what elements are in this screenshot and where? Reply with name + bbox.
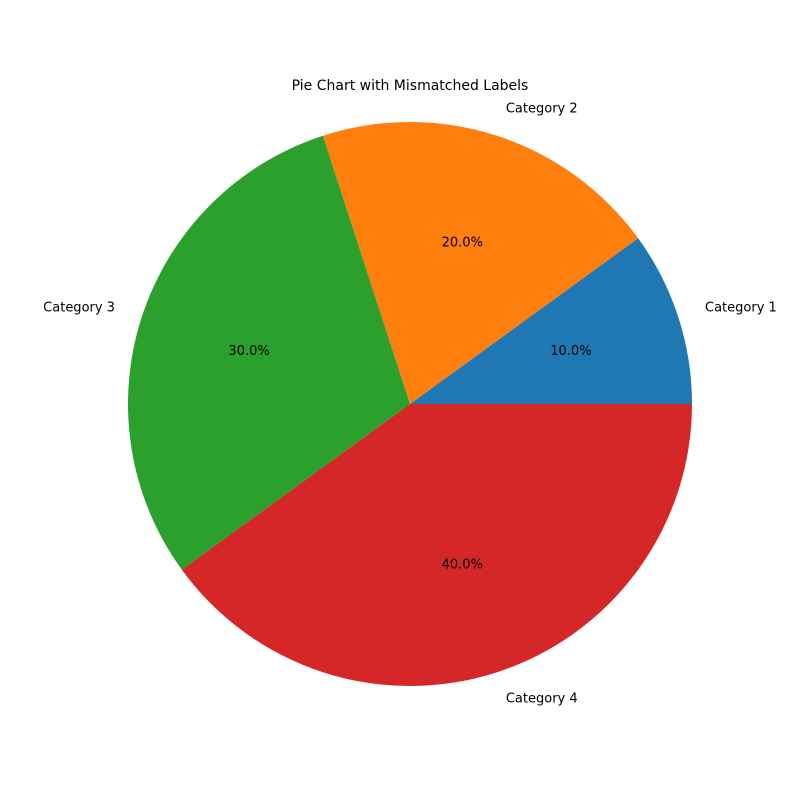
- pie-labels: Category 1 10.0% Category 2 20.0% Category 3…: [43, 101, 777, 706]
- slice-percent-3: 30.0%: [228, 344, 269, 359]
- pie-slice-4: [181, 404, 693, 687]
- slice-percent-4: 40.0%: [442, 557, 483, 572]
- pie-slice-1: [410, 238, 692, 404]
- slice-label-2: Category 2: [506, 101, 578, 116]
- pie-slices: [127, 121, 693, 687]
- slice-label-4: Category 4: [506, 692, 578, 707]
- chart-title: Pie Chart with Mismatched Labels: [292, 78, 529, 94]
- slice-label-1: Category 1: [705, 301, 777, 316]
- slice-label-3: Category 3: [43, 301, 115, 316]
- slice-percent-2: 20.0%: [442, 236, 483, 251]
- pie-slice-2: [322, 121, 639, 404]
- pie-slice-3: [127, 135, 410, 570]
- slice-percent-1: 10.0%: [550, 344, 591, 359]
